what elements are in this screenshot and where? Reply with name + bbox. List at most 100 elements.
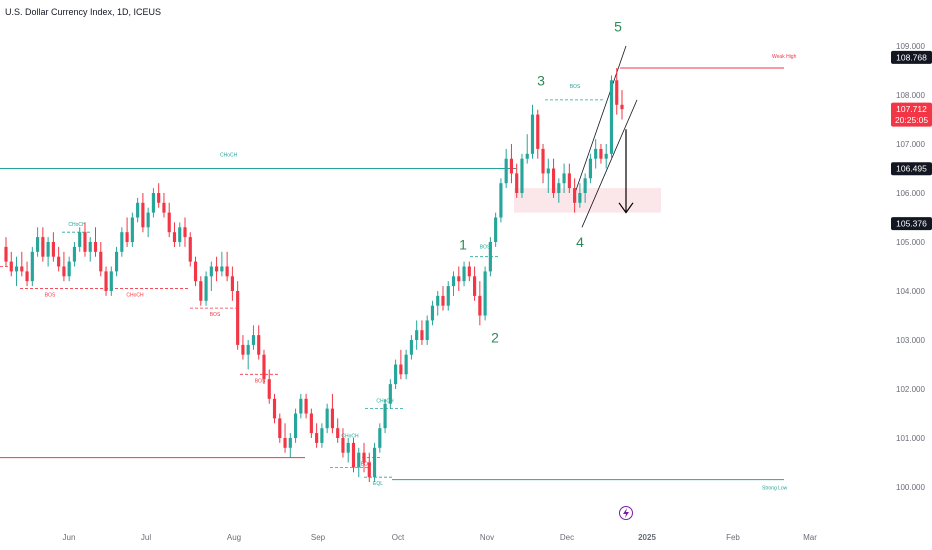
candle-body — [346, 442, 350, 453]
x-tick-label: Nov — [480, 533, 494, 542]
x-axis: Jun Jul Aug Sep Oct Nov Dec 2025 Feb Mar — [63, 533, 818, 542]
candle-body — [41, 237, 45, 257]
candle-body — [404, 354, 408, 375]
candle-body — [430, 305, 435, 321]
candle-body — [336, 428, 340, 438]
structure-label: BOS — [210, 312, 221, 318]
candle-body — [215, 266, 219, 272]
candle-body — [620, 104, 624, 110]
candle-body — [120, 232, 124, 252]
candle-body — [99, 251, 103, 272]
y-tick-label: 101.000 — [896, 434, 925, 443]
y-tick-label: 106.000 — [896, 189, 925, 198]
structure-label: BOS — [255, 378, 266, 384]
x-tick-label: Jun — [63, 533, 76, 542]
candle-body — [578, 193, 582, 203]
candle-body — [62, 266, 66, 277]
candle-body — [114, 251, 119, 272]
candle-body — [230, 276, 234, 291]
candle-body — [188, 237, 192, 262]
price-badge-value: 108.768 — [896, 52, 927, 62]
candle-body — [141, 202, 145, 228]
candle-body — [383, 403, 387, 429]
candle-body — [14, 266, 19, 272]
candle-body — [251, 335, 256, 345]
candle-body — [494, 217, 498, 242]
candle-body — [341, 438, 345, 453]
candle-body — [293, 413, 298, 438]
x-tick-label: Jul — [141, 533, 151, 542]
candle-body — [551, 168, 556, 193]
candle-body — [567, 173, 571, 189]
price-badge — [891, 102, 932, 127]
candle-body — [420, 330, 424, 340]
candle-body — [162, 202, 166, 213]
price-badge-value: 106.495 — [896, 164, 927, 174]
structure-label: BOS — [361, 462, 372, 468]
candle-body — [109, 271, 113, 291]
candle-body — [478, 295, 482, 316]
candle-body — [204, 276, 208, 301]
price-badge-countdown: 20:25:05 — [895, 115, 928, 125]
candle-body — [451, 276, 456, 287]
candle-body — [367, 462, 371, 478]
candle-body — [67, 261, 71, 277]
candle-body — [557, 183, 561, 193]
candle-body — [78, 232, 82, 247]
candle-body — [157, 193, 161, 203]
candle-body — [309, 413, 313, 434]
candle-body — [525, 153, 529, 159]
candle-body — [272, 398, 277, 419]
weak-high-label: Weak High — [772, 54, 797, 60]
candle-body — [125, 232, 129, 242]
candle-body — [409, 340, 413, 355]
x-tick-label: Feb — [726, 533, 740, 542]
candle-body — [594, 148, 598, 159]
candle-body — [20, 266, 24, 272]
candle-body — [504, 158, 508, 184]
candle-body — [562, 173, 566, 184]
wave-label-2: 2 — [491, 330, 499, 346]
candle-body — [25, 271, 29, 282]
candle-body — [30, 251, 34, 282]
candle-body — [615, 80, 619, 105]
candle-body — [304, 398, 308, 414]
candle-body — [193, 261, 198, 282]
candle-body — [178, 227, 182, 242]
candle-body — [467, 266, 471, 277]
candle-body — [415, 330, 419, 340]
chart-title: U.S. Dollar Currency Index, 1D, ICEUS — [5, 7, 161, 17]
candle-body — [246, 344, 250, 355]
choch-level-label: CHoCH — [220, 153, 238, 159]
candle-body — [362, 452, 366, 463]
candle-body — [388, 384, 392, 404]
candle-body — [4, 246, 8, 262]
candle-body — [515, 173, 519, 193]
lightning-bolt — [623, 508, 629, 518]
candle-body — [146, 212, 150, 228]
candle-body — [36, 237, 40, 252]
candle-body — [357, 452, 361, 468]
structure-label: EQL — [373, 481, 383, 487]
candle-body — [167, 212, 171, 233]
x-tick-label: Sep — [311, 533, 326, 542]
candle-body — [604, 153, 608, 159]
candle-body — [441, 295, 445, 306]
candle-body — [520, 158, 524, 193]
lightning-icon — [619, 506, 633, 520]
candle-body — [57, 256, 61, 267]
candle-body — [257, 335, 261, 355]
x-tick-label: Oct — [392, 533, 405, 542]
candle-body — [446, 286, 450, 306]
candle-body — [283, 438, 287, 448]
candle-body — [236, 291, 240, 345]
candle-body — [488, 242, 492, 272]
candle-body — [609, 80, 614, 154]
y-tick-label: 109.000 — [896, 42, 925, 51]
structure-label: BOS — [570, 84, 581, 90]
candle-body — [299, 398, 303, 414]
candle-body — [573, 188, 577, 203]
candle-body — [536, 114, 540, 149]
candle-body — [199, 281, 203, 301]
